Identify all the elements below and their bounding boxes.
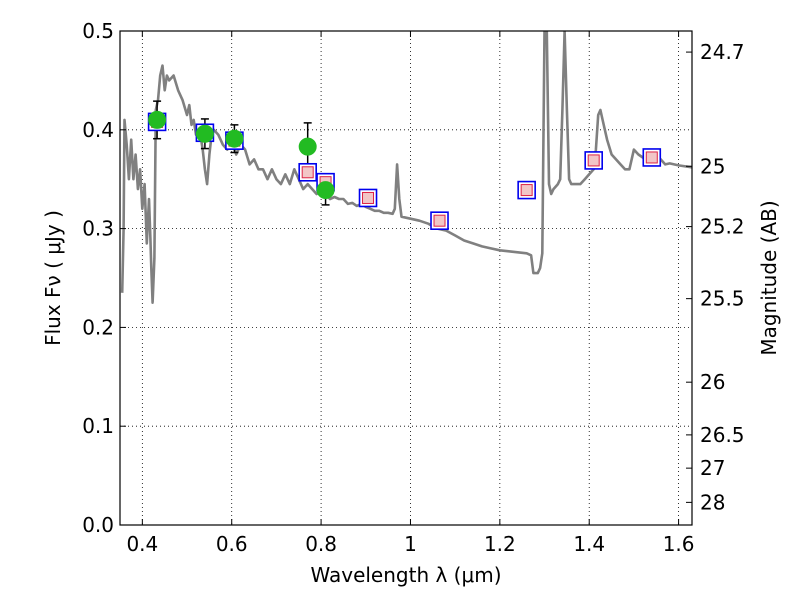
y-tick-label: 0.4 bbox=[82, 118, 114, 142]
mag-tick-label: 25 bbox=[700, 154, 725, 178]
model-phot-inner bbox=[433, 214, 446, 227]
observed-point bbox=[298, 137, 317, 156]
mag-tick-label: 28 bbox=[700, 490, 725, 514]
x-tick-label: 1.4 bbox=[573, 532, 605, 556]
model-phot-point bbox=[430, 211, 449, 230]
axes: 0.4 0.6 0.8 1 1.2 1.4 1.6 0.0 0.1 0.2 0.3 0.4 0.5 24.… bbox=[82, 19, 744, 556]
model-sed-line bbox=[120, 31, 692, 304]
model-phot-point bbox=[298, 162, 317, 182]
observed-point bbox=[316, 181, 335, 200]
y-tick-label: 0.2 bbox=[82, 315, 114, 339]
mag-tick-label: 27 bbox=[700, 456, 725, 480]
observed-point bbox=[225, 129, 244, 148]
x-tick-label: 0.4 bbox=[126, 532, 158, 556]
model-phot-inner bbox=[520, 184, 533, 197]
model-phot-inner bbox=[362, 191, 375, 204]
x-tick-label: 1.2 bbox=[484, 532, 516, 556]
x-tick-label: 0.8 bbox=[305, 532, 337, 556]
mag-tick-label: 24.7 bbox=[700, 40, 745, 64]
y-axis-title: Flux Fν ( μJy ) bbox=[41, 210, 65, 346]
model-phot-inner bbox=[645, 151, 658, 164]
y2-axis-title: Magnitude (AB) bbox=[757, 200, 781, 355]
y-tick-label: 0.3 bbox=[82, 217, 114, 241]
x-tick-label: 1.6 bbox=[663, 532, 695, 556]
observed-point bbox=[195, 124, 214, 143]
model-phot-point bbox=[358, 188, 378, 208]
mag-tick-label: 26 bbox=[700, 370, 725, 394]
y-tick-label: 0.0 bbox=[82, 513, 114, 537]
x-tick-label: 0.6 bbox=[216, 532, 248, 556]
mag-tick-label: 25.2 bbox=[700, 215, 745, 239]
y-tick-label: 0.5 bbox=[82, 19, 114, 43]
y-tick-label: 0.1 bbox=[82, 414, 114, 438]
model-phot-inner bbox=[301, 166, 314, 179]
plot-area bbox=[120, 31, 692, 304]
model-phot-inner bbox=[587, 154, 600, 167]
x-axis-title: Wavelength λ (μm) bbox=[310, 563, 501, 587]
plot-frame bbox=[119, 30, 693, 526]
observed-point bbox=[148, 110, 167, 129]
mag-tick-label: 25.5 bbox=[700, 287, 745, 311]
model-phot-point bbox=[517, 180, 536, 200]
model-phot-point bbox=[584, 151, 603, 170]
x-tick-label: 1 bbox=[404, 532, 417, 556]
model-phot-point bbox=[642, 148, 662, 167]
mag-tick-label: 26.5 bbox=[700, 423, 745, 447]
